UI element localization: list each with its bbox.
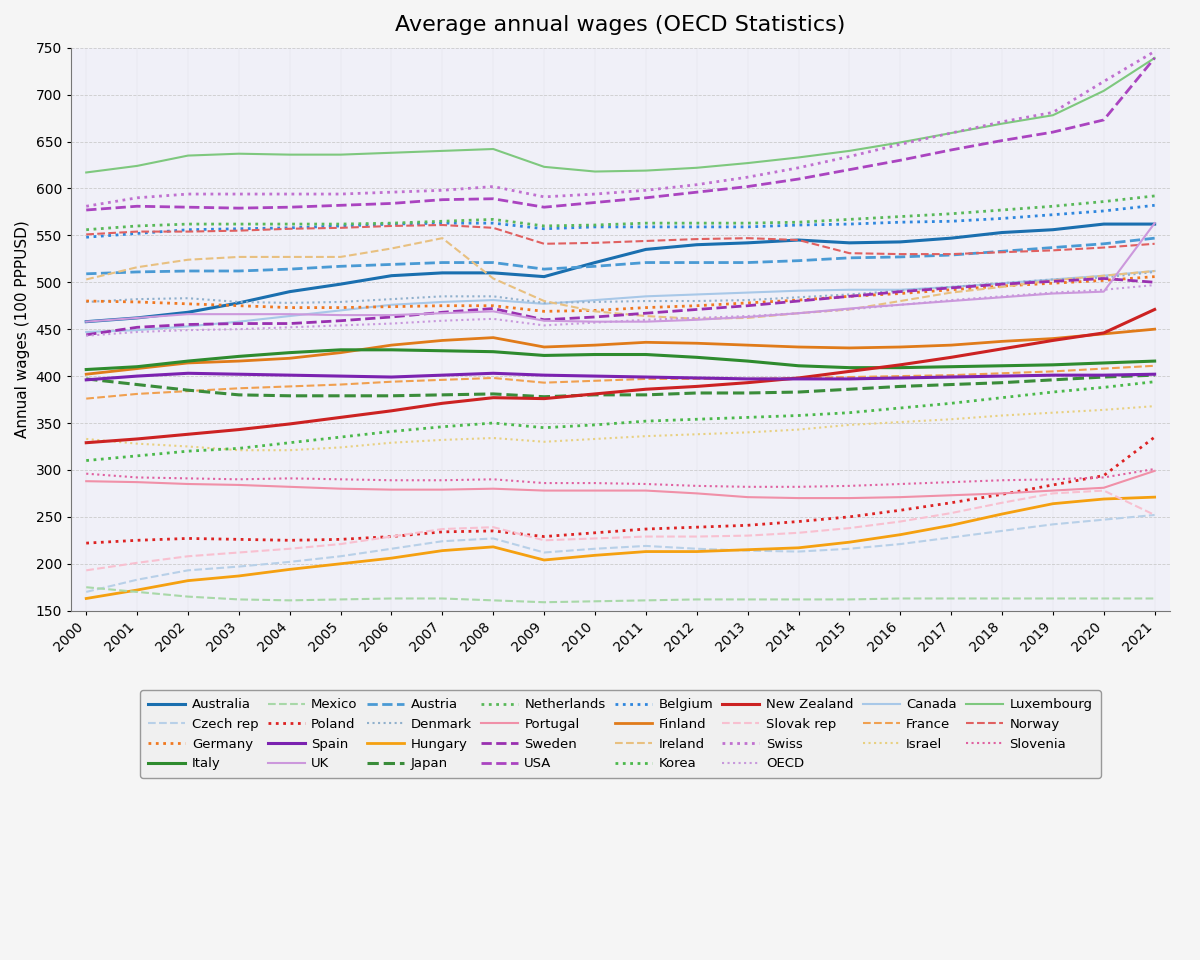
Title: Average annual wages (OECD Statistics): Average annual wages (OECD Statistics) xyxy=(395,15,846,35)
Legend: Australia, Czech rep, Germany, Italy, Mexico, Poland, Spain, UK, Austria, Denmar: Australia, Czech rep, Germany, Italy, Me… xyxy=(140,690,1100,779)
Y-axis label: Annual wages (100 PPPUSD): Annual wages (100 PPPUSD) xyxy=(14,220,30,438)
